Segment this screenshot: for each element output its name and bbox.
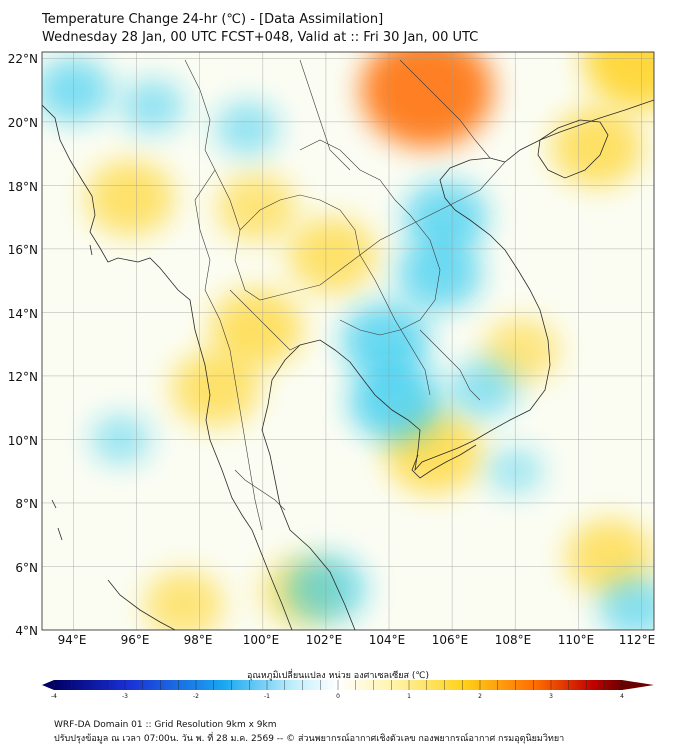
warm-anomaly (583, 52, 654, 109)
colorbar-title: อุณหภูมิเปลี่ยนแปลง หน่วย องศาเซลเซียส (… (246, 671, 430, 681)
lat-label: 4°N (15, 624, 38, 638)
footer-credit: ปรับปรุงข้อมูล ณ เวลา 07:00น. วัน พ. ที่… (54, 734, 565, 744)
graticule (42, 52, 654, 630)
cool-anomaly (341, 303, 430, 379)
lon-label: 96°E (120, 633, 150, 647)
coastline-delta (411, 444, 477, 479)
coastline-sumatra (107, 579, 176, 630)
lat-label: 10°N (7, 434, 38, 448)
country-borders (184, 59, 506, 531)
cool-anomaly (403, 181, 488, 254)
lon-label: 100°E (242, 633, 280, 647)
warm-anomaly (288, 217, 377, 294)
warm-anomaly (551, 107, 644, 187)
andaman-islands (51, 244, 93, 541)
colorbar-minor-ticks (53, 680, 623, 690)
colorbar-tick-label: 2 (478, 693, 482, 700)
lon-label: 98°E (183, 633, 213, 647)
cool-anomaly (599, 577, 654, 630)
warm-anomaly (565, 519, 654, 595)
colorbar-tick-label: 1 (407, 693, 411, 700)
colorbar-tick-label: -4 (51, 693, 57, 700)
lat-label: 22°N (7, 52, 38, 66)
warm-anomaly (171, 350, 260, 427)
warm-anomaly (210, 288, 303, 368)
lat-label: 18°N (7, 180, 38, 194)
lat-label: 12°N (7, 370, 38, 384)
lon-label: 102°E (305, 633, 343, 647)
colorbar-min-arrow (42, 680, 54, 690)
warm-anomaly (143, 570, 224, 630)
map-frame (41, 51, 655, 631)
warm-anomaly (86, 160, 175, 236)
colorbar-tick-label: -1 (264, 693, 270, 700)
warm-anomaly (216, 173, 297, 242)
chart-title: Temperature Change 24-hr (℃) - [Data Ass… (42, 12, 384, 27)
cool-anomaly (42, 57, 112, 123)
coastline-tonkin (504, 99, 654, 163)
lon-label: 112°E (618, 633, 656, 647)
lat-label: 8°N (15, 497, 38, 511)
colorbar-tick-label: 0 (336, 693, 340, 700)
lon-label: 108°E (494, 633, 532, 647)
chart-subtitle: Wednesday 28 Jan, 00 UTC FCST+048, Valid… (42, 30, 479, 45)
cool-anomaly (449, 359, 518, 418)
colorbar-tick-label: 3 (549, 693, 553, 700)
warm-anomaly (360, 52, 493, 148)
colorbar-tick-label: -3 (122, 693, 128, 700)
lon-label: 110°E (557, 633, 595, 647)
cool-anomaly (215, 101, 280, 156)
lon-label: 94°E (57, 633, 87, 647)
cool-anomaly (349, 361, 442, 441)
colorbar-max-arrow (622, 680, 654, 690)
lon-label: 104°E (368, 633, 406, 647)
footer-model-info: WRF-DA Domain 01 :: Grid Resolution 9km … (54, 720, 277, 730)
lon-label: 106°E (431, 633, 469, 647)
lat-label: 6°N (15, 561, 38, 575)
colorbar-tick-label: 4 (620, 693, 624, 700)
cool-anomaly (120, 78, 185, 133)
colorbar-tick-label: -2 (193, 693, 199, 700)
hainan-island (537, 119, 609, 179)
lat-label: 16°N (7, 243, 38, 257)
coastline-west (42, 104, 293, 630)
lat-label: 14°N (7, 307, 38, 321)
temperature-field (42, 52, 654, 630)
lat-label: 20°N (7, 116, 38, 130)
coastline-east (261, 157, 551, 630)
coastlines (42, 99, 654, 630)
